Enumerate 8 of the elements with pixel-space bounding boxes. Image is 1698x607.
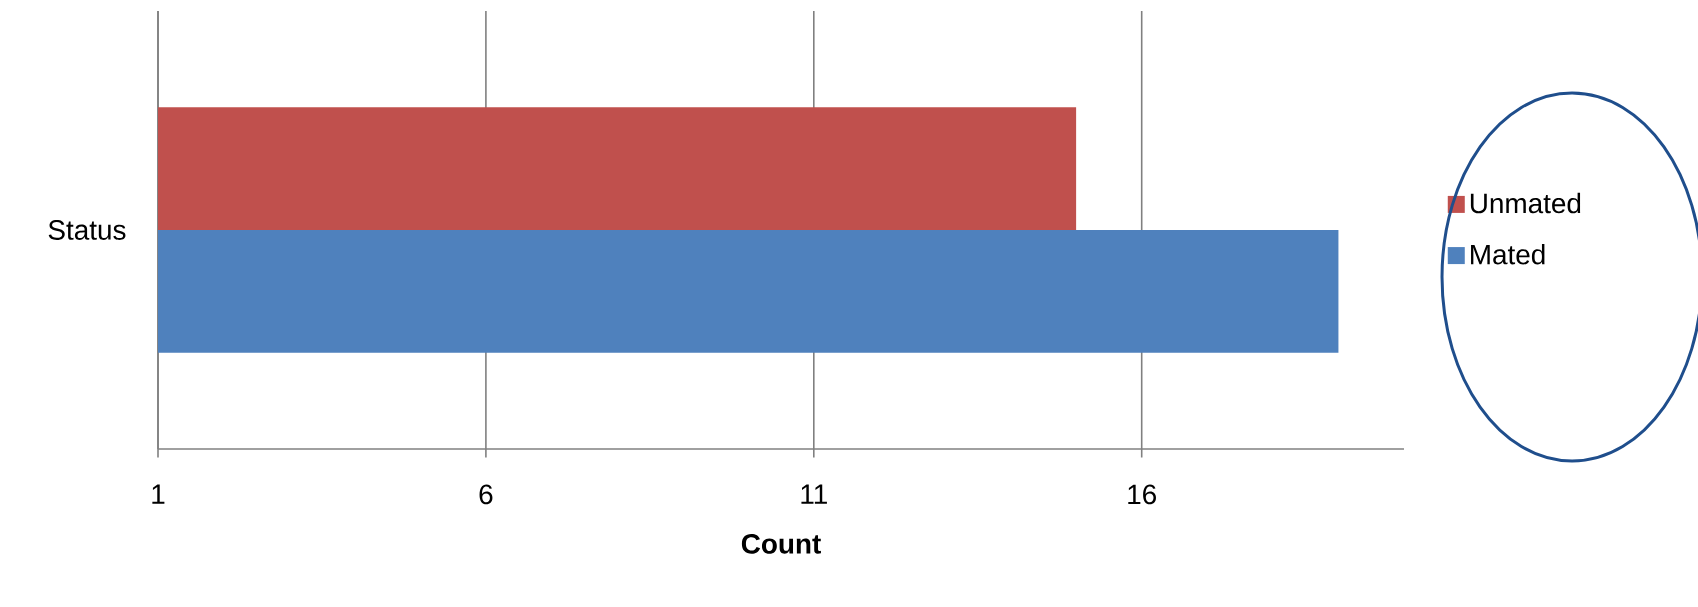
x-tick-label: 1 bbox=[152, 484, 165, 504]
legend-label: Mated bbox=[1471, 243, 1545, 265]
legend-label: Unmated bbox=[1470, 192, 1581, 214]
x-tick-label: 6 bbox=[479, 484, 493, 505]
x-axis-title: Count bbox=[741, 533, 821, 554]
x-tick-label: 16 bbox=[1128, 484, 1156, 505]
y-tick-label: Status bbox=[48, 220, 126, 240]
x-tick-label: 11 bbox=[801, 484, 827, 504]
